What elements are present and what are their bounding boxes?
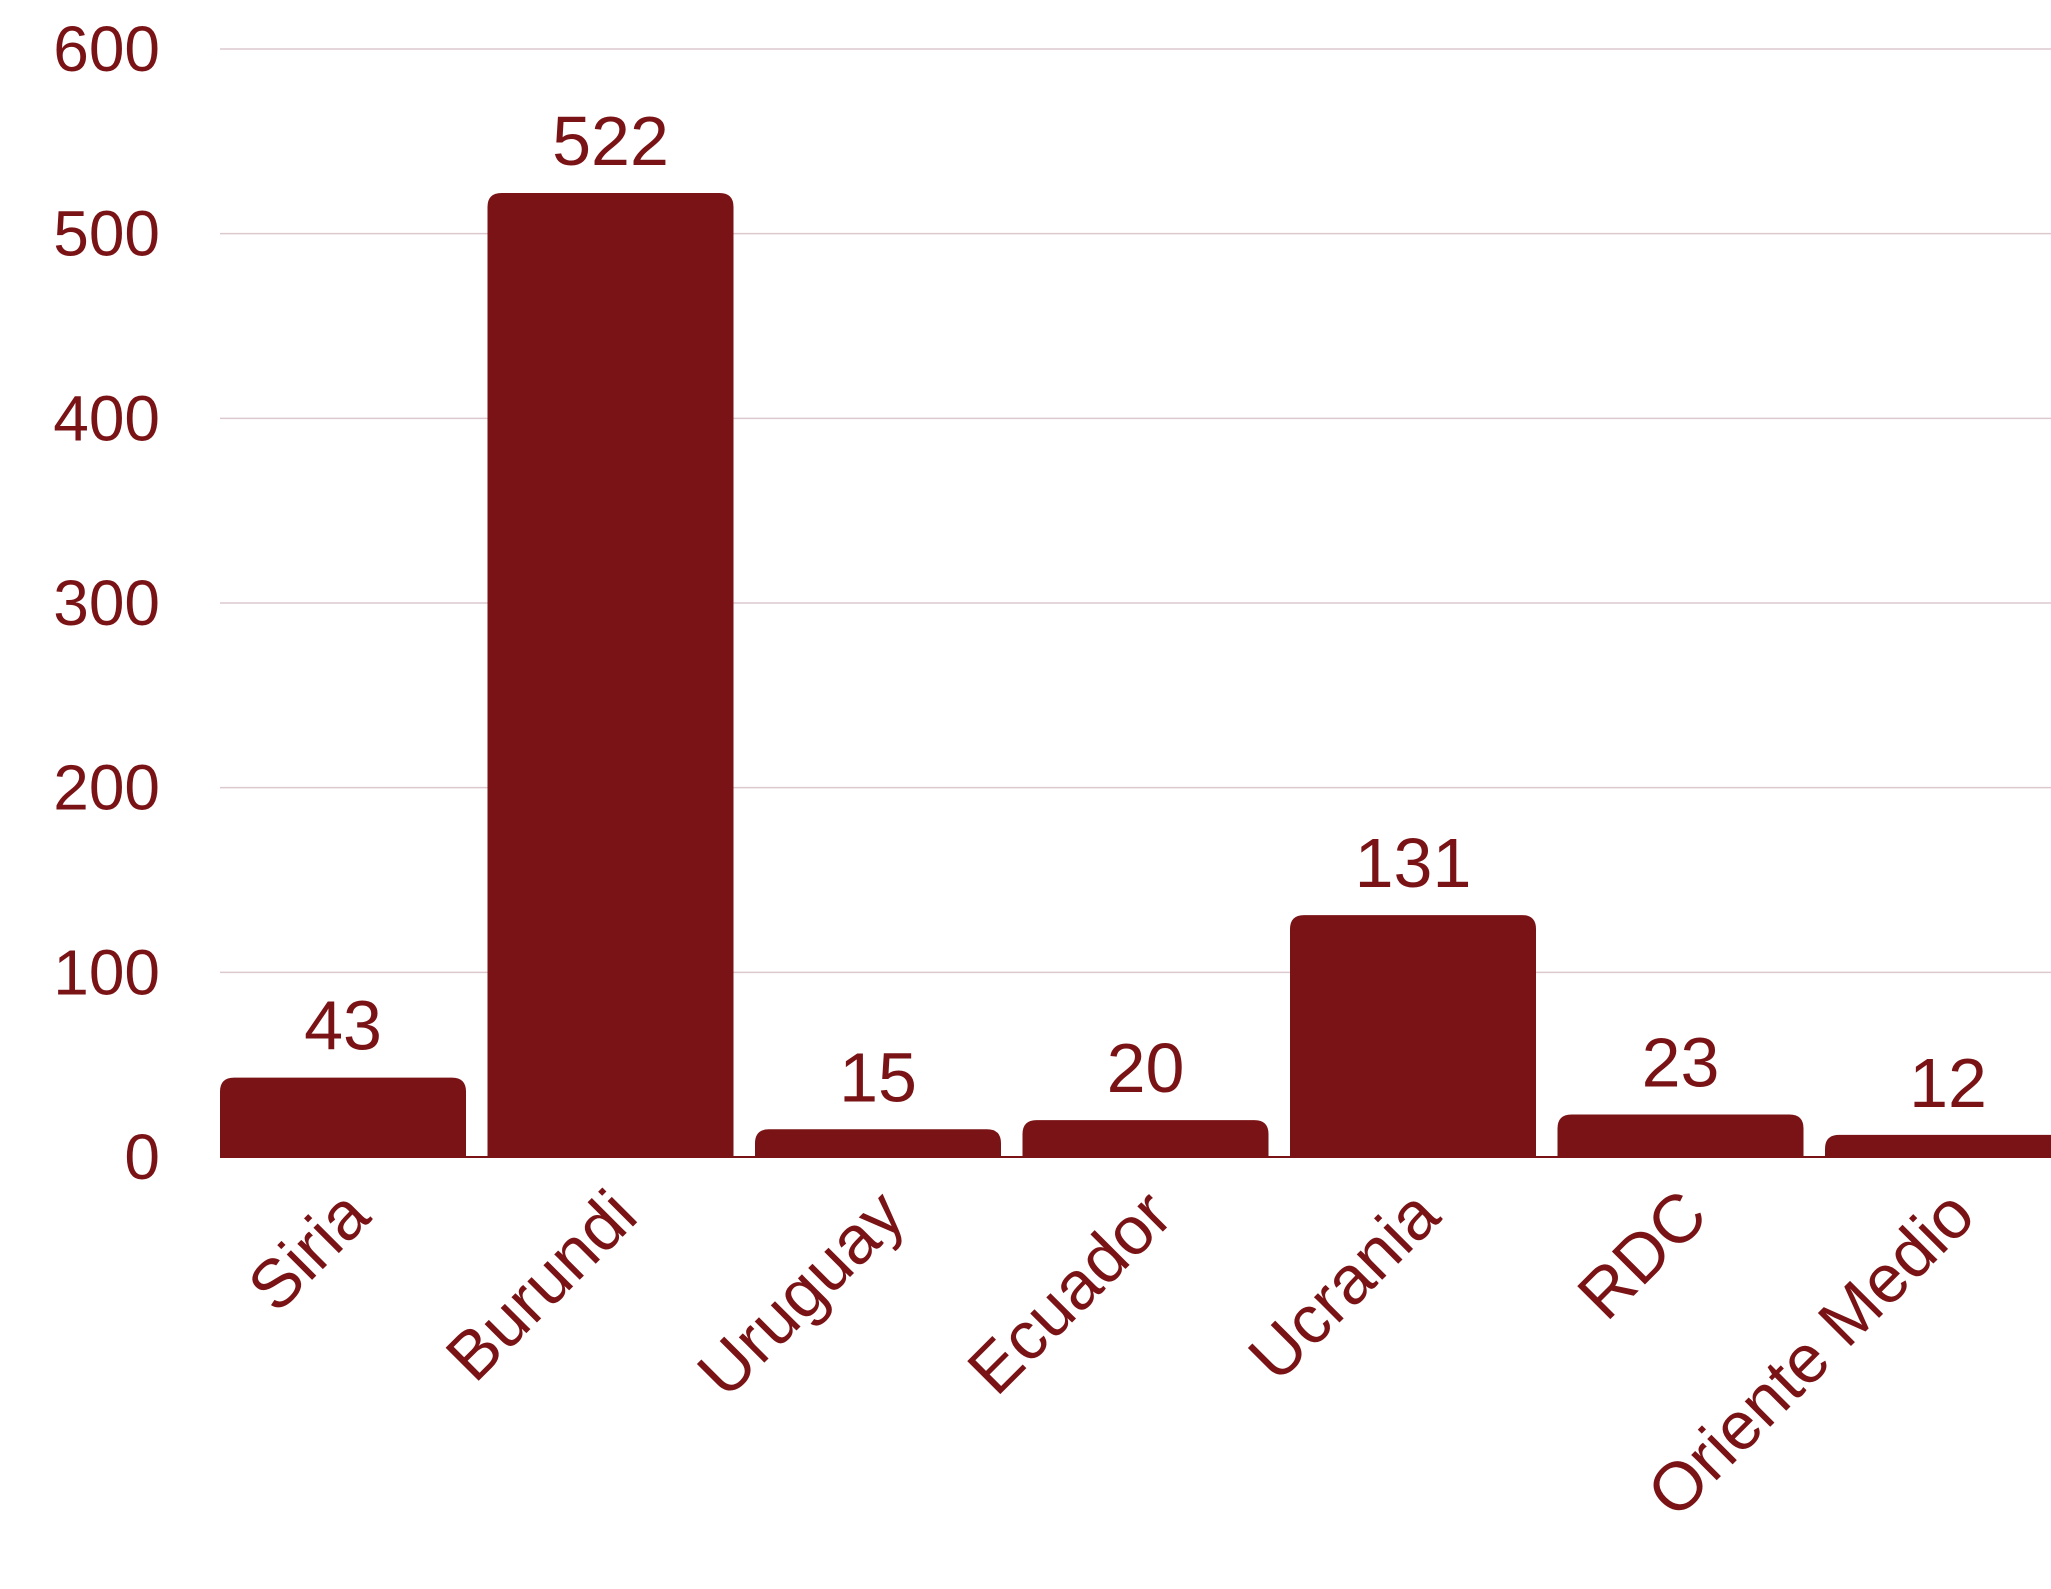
y-axis-tick-labels: 0 100 200 300 400 500 600 [53,13,160,1193]
x-category-label: Ecuador [953,1176,1186,1409]
data-label: 20 [1107,1029,1185,1107]
bar-uruguay [755,1129,1001,1157]
data-label: 23 [1642,1024,1720,1102]
bar-siria [220,1077,466,1157]
y-tick-label: 600 [53,13,160,85]
bar-ucrania [1290,915,1536,1157]
data-label: 15 [839,1038,917,1116]
bar-ecuador [1022,1120,1269,1157]
y-tick-label: 200 [53,752,160,824]
bar-oriente-medio [1825,1134,2051,1157]
data-label: 522 [552,102,669,180]
y-tick-label: 100 [53,936,160,1008]
bar-rdc [1557,1114,1804,1157]
bar-burundi [487,193,734,1158]
x-category-label: Ucrania [1234,1176,1454,1396]
data-label: 43 [304,987,382,1065]
y-tick-label: 400 [53,382,160,454]
data-label: 131 [1355,824,1472,902]
y-tick-label: 500 [53,198,160,270]
bars [220,193,2051,1158]
x-category-label: Burundi [432,1176,651,1395]
y-tick-label: 0 [124,1121,160,1193]
y-tick-label: 300 [53,567,160,639]
x-category-label: RDC [1563,1176,1721,1334]
x-category-label: Uruguay [683,1176,918,1411]
data-labels: 43 522 15 20 131 23 12 [304,102,1987,1122]
data-label: 12 [1909,1044,1987,1122]
x-axis-category-labels: Siria Burundi Uruguay Ecuador Ucrania RDCOrie… [234,1176,1989,1532]
x-category-label: Siria [234,1176,384,1326]
